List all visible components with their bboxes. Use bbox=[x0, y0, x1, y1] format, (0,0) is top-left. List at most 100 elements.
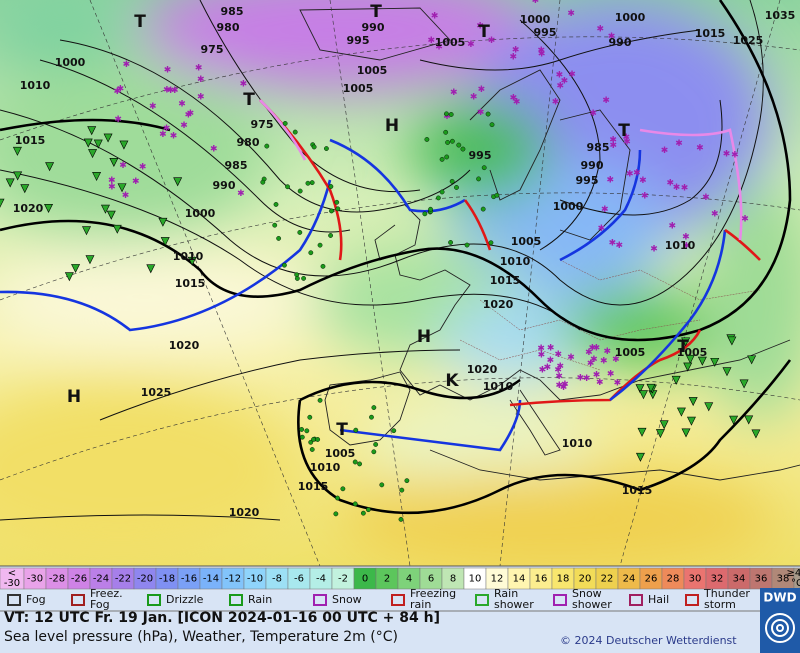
pressure-label: 1010 bbox=[310, 461, 341, 474]
scale-label: -14 bbox=[203, 574, 219, 585]
pressure-label: 1010 bbox=[562, 437, 593, 450]
snow-symbol: ✱ bbox=[512, 46, 520, 56]
snow-symbol: ✱ bbox=[614, 379, 622, 389]
pressure-labels: 9859809751000101099099510051005100099510… bbox=[13, 2, 796, 519]
rain-symbol bbox=[439, 156, 445, 162]
rain-symbol bbox=[371, 405, 377, 410]
rain-symbol bbox=[360, 510, 366, 516]
scale-label: -24 bbox=[93, 574, 109, 585]
snow-symbol: ✱ bbox=[163, 124, 171, 134]
legend-icon bbox=[313, 594, 327, 606]
snow-symbol: ✱ bbox=[170, 132, 178, 142]
rain-symbol bbox=[307, 414, 313, 420]
pressure-label: 990 bbox=[609, 36, 632, 49]
rain-symbol bbox=[317, 397, 323, 403]
snow-symbol: ✱ bbox=[668, 222, 676, 232]
pressure-label: 990 bbox=[581, 159, 604, 172]
snow-symbol: ✱ bbox=[626, 169, 634, 179]
pressure-label: 985 bbox=[587, 141, 610, 154]
rain-symbol bbox=[294, 276, 300, 281]
rain-symbol bbox=[282, 121, 288, 126]
rain-symbol bbox=[373, 442, 379, 447]
shower-symbol bbox=[697, 356, 707, 366]
snow-symbol: ✱ bbox=[623, 137, 631, 147]
shower-symbol bbox=[646, 383, 656, 393]
rain-symbol bbox=[443, 129, 449, 135]
pressure-label: 980 bbox=[217, 21, 240, 34]
pressure-label: 1005 bbox=[343, 82, 374, 95]
snow-symbol: ✱ bbox=[180, 121, 188, 131]
pressure-label: 1010 bbox=[500, 255, 531, 268]
pressure-label: 1000 bbox=[55, 56, 86, 69]
rain-symbol bbox=[448, 112, 454, 117]
shower-symbol bbox=[727, 336, 737, 346]
pressure-center: T bbox=[336, 420, 348, 440]
shower-symbol bbox=[109, 158, 119, 167]
shower-symbol bbox=[158, 217, 168, 227]
snow-symbol: ✱ bbox=[683, 242, 691, 252]
shower-symbol bbox=[71, 264, 81, 274]
rain-symbol bbox=[439, 189, 445, 195]
snow-symbol: ✱ bbox=[178, 99, 186, 109]
shower-symbol bbox=[635, 384, 645, 394]
rain-symbol bbox=[371, 449, 377, 455]
snow-symbol: ✱ bbox=[132, 177, 140, 187]
shower-symbol bbox=[45, 162, 55, 172]
rain-symbol bbox=[272, 222, 278, 228]
scale-label: -8 bbox=[272, 574, 282, 585]
rain-symbol bbox=[328, 184, 334, 189]
scale-label: ≥40 bbox=[786, 568, 800, 579]
snow-symbol: ✱ bbox=[609, 239, 617, 249]
snow-symbol: ✱ bbox=[552, 97, 560, 107]
rain-symbol bbox=[357, 461, 362, 467]
shower-symbol bbox=[146, 264, 156, 274]
snow-symbol: ✱ bbox=[119, 161, 127, 171]
snow-symbol: ✱ bbox=[650, 245, 658, 255]
shower-symbol bbox=[635, 452, 645, 462]
rain-symbol bbox=[476, 176, 481, 182]
scale-label: 14 bbox=[513, 574, 526, 585]
scale-label: 0 bbox=[362, 574, 368, 585]
snow-symbol: ✱ bbox=[123, 60, 131, 70]
rain-symbol bbox=[369, 414, 374, 420]
snow-symbol: ✱ bbox=[601, 205, 609, 215]
snow-symbol: ✱ bbox=[557, 362, 565, 372]
shower-symbol bbox=[44, 203, 54, 213]
rain-symbol bbox=[299, 434, 305, 440]
rain-symbol bbox=[308, 439, 314, 445]
pressure-label: 1005 bbox=[615, 346, 646, 359]
snow-symbol: ✱ bbox=[431, 12, 439, 22]
copyright: © 2024 Deutscher Wetterdienst bbox=[560, 634, 737, 647]
rain-symbol bbox=[449, 178, 455, 184]
rain-symbol bbox=[273, 202, 279, 207]
rain-symbol bbox=[464, 242, 470, 248]
pressure-label: 985 bbox=[221, 5, 244, 18]
pressure-label: 995 bbox=[347, 34, 370, 47]
scale-label: -28 bbox=[49, 574, 65, 585]
pressure-label: 1010 bbox=[173, 250, 204, 263]
rain-symbol bbox=[352, 501, 358, 507]
snow-symbol: ✱ bbox=[450, 88, 458, 98]
legend-label: Fog bbox=[90, 598, 110, 611]
pressure-label: 1015 bbox=[15, 134, 46, 147]
legend-icon bbox=[71, 594, 85, 606]
snow-symbol: ✱ bbox=[488, 36, 496, 46]
legend-icon bbox=[391, 594, 405, 606]
pressure-center: T bbox=[370, 2, 382, 22]
snow-symbol: ✱ bbox=[467, 40, 475, 50]
snow-symbol: ✱ bbox=[509, 52, 517, 62]
snow-symbol: ✱ bbox=[163, 86, 171, 96]
snow-symbol: ✱ bbox=[557, 81, 565, 91]
rain-symbol bbox=[428, 206, 433, 212]
shower-symbol bbox=[704, 402, 714, 412]
snow-symbol: ✱ bbox=[583, 374, 591, 384]
shower-symbol bbox=[85, 255, 95, 265]
legend-label: storm bbox=[704, 598, 736, 611]
shower-symbol bbox=[710, 357, 720, 367]
snow-symbol: ✱ bbox=[237, 189, 245, 199]
description: Sea level pressure (hPa), Weather, Tempe… bbox=[4, 629, 398, 645]
scale-label: 22 bbox=[601, 574, 614, 585]
pressure-center: T bbox=[134, 12, 146, 32]
snow-symbol: ✱ bbox=[561, 77, 569, 87]
